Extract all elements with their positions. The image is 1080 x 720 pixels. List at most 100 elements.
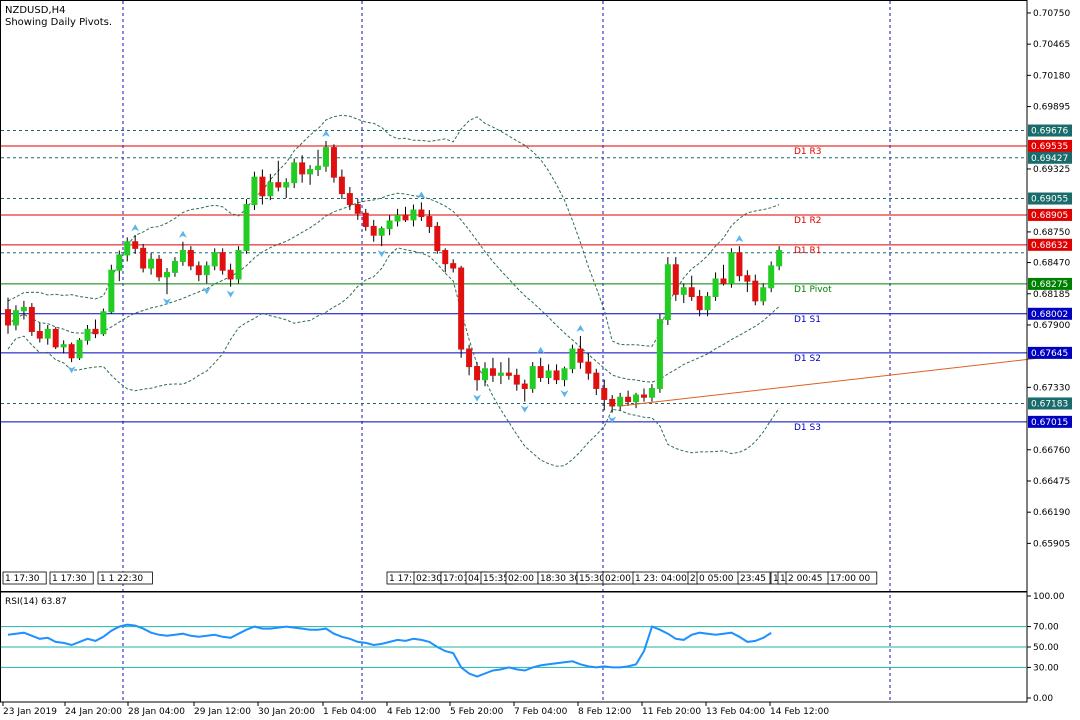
candle-body	[219, 252, 226, 271]
candle	[283, 178, 290, 198]
candle-body	[275, 182, 282, 188]
price-label-bg	[1028, 139, 1072, 152]
candle	[529, 362, 536, 393]
candle-body	[338, 176, 345, 195]
candle	[744, 270, 751, 293]
candle-body	[656, 318, 663, 389]
candle-body	[426, 216, 433, 227]
candle	[402, 206, 409, 223]
candle	[156, 254, 163, 282]
candle-body	[164, 271, 170, 278]
candle-body	[482, 368, 488, 381]
fractal-up-arrow	[131, 224, 140, 232]
candle	[235, 246, 242, 284]
candle-body	[156, 258, 163, 278]
candle-body	[291, 162, 298, 184]
price-tick-5: 0.68750	[1033, 228, 1070, 238]
candle-body	[489, 368, 496, 376]
candle	[171, 257, 178, 277]
candle	[251, 171, 258, 211]
price-tick-8: 0.67900	[1033, 321, 1070, 331]
candle	[466, 344, 473, 376]
candle	[521, 379, 528, 402]
candle	[712, 272, 719, 301]
candle-body	[76, 339, 83, 359]
fractal-up-arrow	[536, 346, 545, 354]
candle-body	[776, 250, 783, 267]
candle	[195, 261, 202, 282]
session-box	[2, 571, 47, 585]
session-label-7: 15:35	[483, 574, 509, 584]
candle-body	[577, 348, 584, 363]
rsi-tick-1: 70.00	[1033, 623, 1059, 633]
candle	[768, 261, 775, 293]
candle	[140, 243, 147, 273]
candle-body	[52, 328, 59, 348]
candle	[44, 324, 51, 345]
price-label-bg	[1028, 397, 1072, 410]
candle-body	[235, 250, 242, 280]
candle	[577, 335, 584, 369]
candle-body	[187, 250, 194, 267]
chart-title: NZDUSD,H4	[5, 5, 65, 16]
candle-body	[378, 228, 385, 236]
dotted-levels	[1, 130, 1027, 404]
candle	[553, 364, 560, 385]
candle-body	[140, 247, 147, 269]
candle	[259, 169, 266, 205]
candle	[291, 158, 298, 189]
candle-body	[267, 182, 274, 197]
candle-body	[513, 374, 520, 385]
fractal-down-arrow	[226, 290, 235, 298]
candle-body	[116, 254, 123, 271]
candle-body	[760, 287, 767, 302]
candle	[68, 342, 75, 363]
trendline	[620, 357, 1042, 407]
candle-body	[28, 306, 35, 333]
candle	[187, 246, 194, 271]
vertical-grid	[122, 1, 891, 702]
candle	[386, 215, 393, 236]
candle	[307, 165, 314, 185]
fractal-down-arrow	[473, 394, 482, 402]
pivot-label-0: D1 R3	[794, 147, 822, 157]
fractal-down-arrow	[202, 287, 211, 295]
candle	[497, 362, 504, 385]
candle	[545, 364, 552, 385]
candle-body	[36, 331, 43, 339]
candle-body	[100, 311, 107, 335]
candle	[394, 208, 401, 227]
pivot-label-1: D1 R2	[794, 216, 822, 226]
candle	[179, 241, 186, 266]
price-tick-7: 0.68185	[1033, 290, 1070, 300]
candle-body	[720, 278, 727, 284]
candle-body	[251, 176, 258, 206]
candle	[442, 248, 449, 273]
candle	[704, 292, 711, 317]
price-tick-12: 0.66190	[1033, 508, 1070, 518]
time-label-5: 1 Feb 04:00	[323, 707, 377, 717]
candle	[275, 160, 282, 192]
price-label-9: 0.67183	[1031, 399, 1068, 409]
price-label-bg	[1028, 277, 1072, 290]
candle	[60, 340, 67, 354]
candle-body	[545, 370, 552, 379]
pivot-lines: D1 R3 D1 R2 D1 R1 D1 Pivot D1 S1 D1 S2 D1 S3	[1, 145, 1027, 433]
candle-body	[633, 394, 640, 403]
candle-body	[529, 366, 536, 389]
candle-body	[768, 265, 775, 289]
session-label-12: 1 23: 04:00	[635, 574, 687, 584]
session-box	[97, 571, 153, 585]
candle-body	[299, 162, 306, 175]
candle-body	[44, 328, 51, 339]
price-label-bg	[1028, 238, 1072, 251]
time-label-7: 5 Feb 20:00	[450, 707, 504, 717]
session-label-8: 02:00	[508, 574, 534, 584]
candle-body	[227, 269, 234, 280]
candle-body	[307, 169, 314, 175]
candle-body	[466, 348, 473, 368]
trendline-segment	[620, 357, 1042, 407]
candle-body	[418, 209, 425, 218]
candle-body	[537, 366, 544, 379]
candle-body	[346, 193, 353, 206]
